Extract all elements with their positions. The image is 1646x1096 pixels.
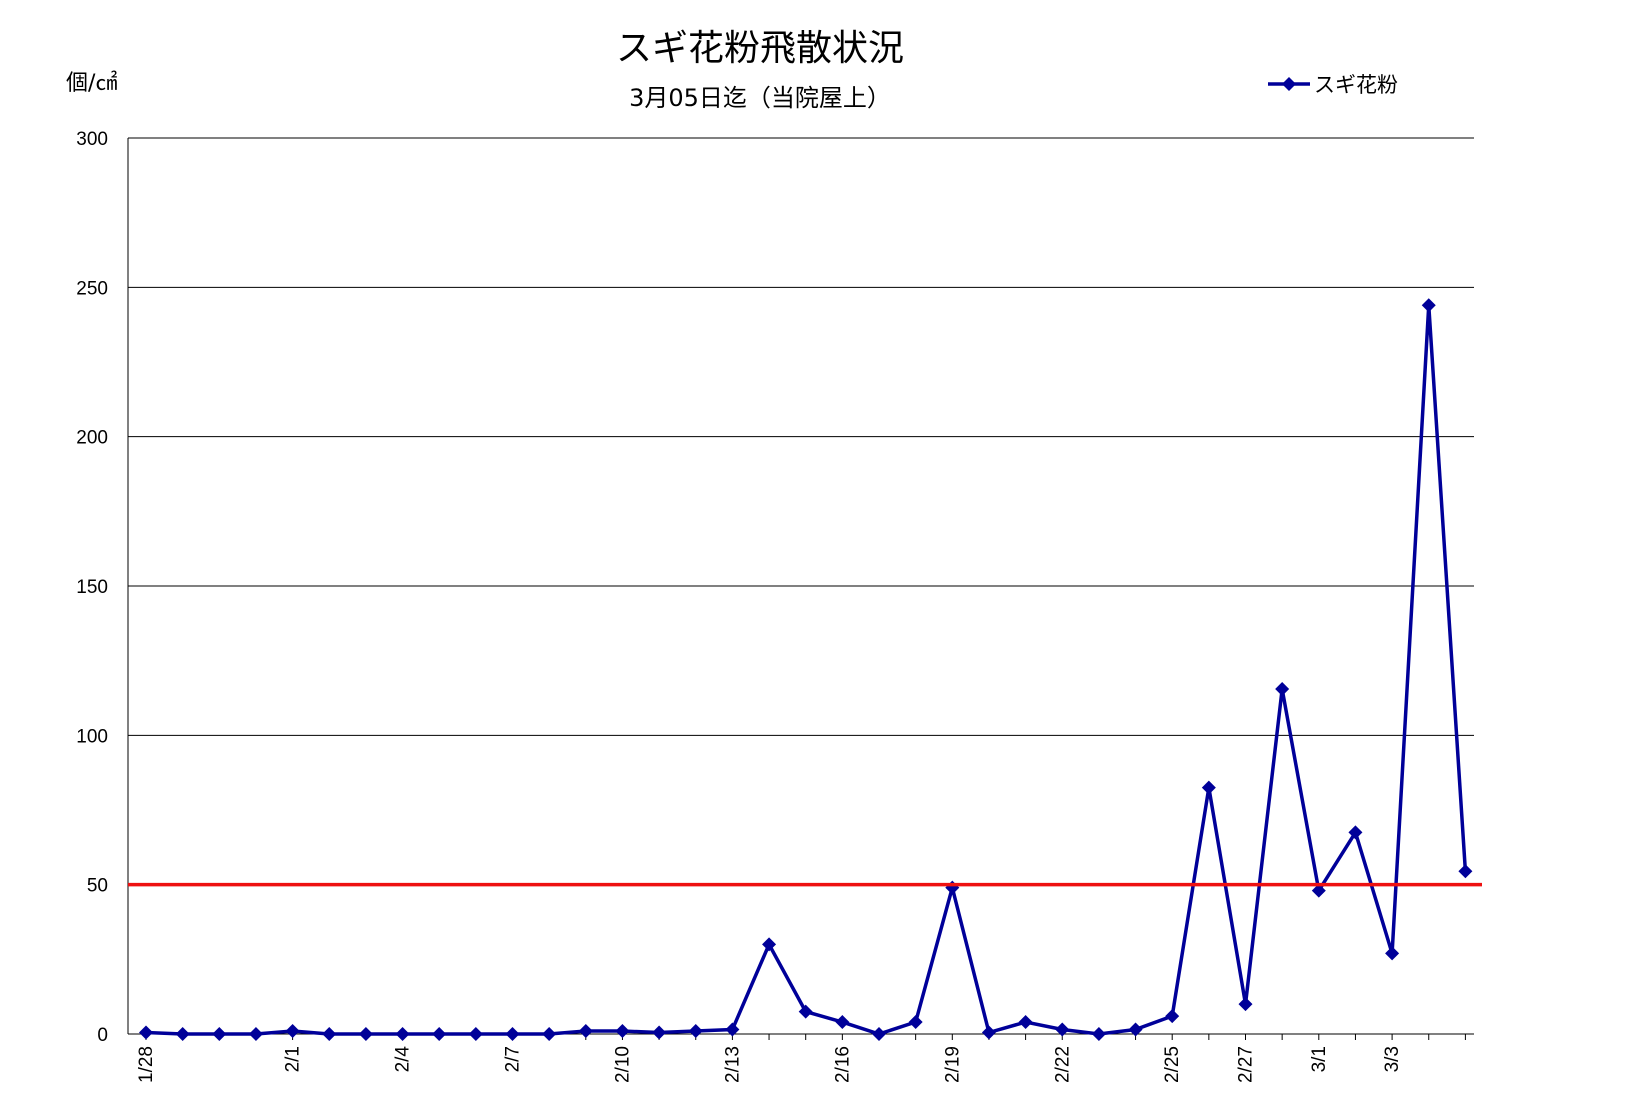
data-point <box>1055 1022 1070 1037</box>
data-point <box>358 1027 373 1041</box>
data-point <box>798 1004 813 1019</box>
data-point <box>248 1027 263 1041</box>
data-point <box>981 1025 996 1040</box>
data-point <box>578 1024 593 1039</box>
data-point <box>542 1027 557 1041</box>
y-tick-label: 50 <box>87 876 108 897</box>
data-point <box>505 1027 520 1041</box>
data-point <box>1421 298 1436 313</box>
data-point <box>139 1025 153 1040</box>
data-point <box>1091 1027 1106 1041</box>
series-line <box>145 305 1468 1036</box>
y-tick-label: 250 <box>76 278 108 299</box>
x-tick-label: 1/28 <box>136 1046 157 1083</box>
chart-subtitle: 3月05日迄（当院屋上） <box>629 84 891 112</box>
data-point <box>945 880 960 895</box>
data-point <box>212 1027 227 1041</box>
legend-label: スギ花粉 <box>1314 73 1398 97</box>
data-point <box>762 937 777 952</box>
data-point <box>688 1024 703 1039</box>
y-tick-label: 100 <box>76 726 108 747</box>
x-tick-label: 2/16 <box>832 1046 853 1083</box>
data-point <box>1311 883 1326 898</box>
x-tick-label: 2/4 <box>393 1046 414 1073</box>
data-point <box>395 1027 410 1041</box>
data-point <box>1128 1022 1143 1037</box>
data-point <box>1385 946 1400 961</box>
data-point <box>468 1027 483 1041</box>
data-point <box>175 1027 190 1041</box>
y-tick-label: 150 <box>76 577 108 598</box>
x-tick-label: 2/13 <box>722 1046 743 1083</box>
data-point <box>725 1022 740 1037</box>
x-tick-label: 2/1 <box>283 1046 304 1072</box>
legend: スギ花粉 <box>1268 73 1398 97</box>
x-tick-label: 2/25 <box>1162 1046 1183 1083</box>
data-point <box>1238 997 1253 1012</box>
data-point <box>872 1027 886 1041</box>
data-point <box>1165 1009 1180 1024</box>
x-tick-label: 2/27 <box>1236 1046 1257 1083</box>
y-axis-unit-label: 個/㎠ <box>66 70 117 96</box>
y-tick-label: 300 <box>76 129 108 150</box>
x-tick-label: 2/10 <box>612 1046 633 1083</box>
data-point <box>322 1027 337 1041</box>
series-layer <box>139 298 1473 1041</box>
data-point <box>432 1027 447 1041</box>
x-tick-label: 2/19 <box>942 1046 963 1083</box>
chart-title: スギ花粉飛散状況 <box>616 28 904 69</box>
data-point <box>1458 864 1473 879</box>
x-tick-label: 3/3 <box>1382 1046 1403 1072</box>
x-axis-ticks: 1/28 2/1 2/4 2/7 2/10 2/13 2/16 2/19 2/22 2/25 2/2… <box>136 1034 1466 1083</box>
data-point <box>908 1015 923 1030</box>
data-point <box>1018 1015 1033 1030</box>
x-tick-label: 2/22 <box>1052 1046 1073 1083</box>
data-point <box>835 1015 850 1030</box>
x-tick-label: 3/1 <box>1309 1046 1330 1072</box>
data-point <box>615 1024 630 1039</box>
x-tick-label: 2/7 <box>503 1046 524 1072</box>
data-point <box>1275 682 1290 697</box>
data-point <box>1348 825 1363 840</box>
legend-swatch-marker <box>1282 77 1296 91</box>
y-tick-label: 200 <box>76 428 108 449</box>
data-point <box>285 1024 300 1039</box>
data-point <box>652 1025 667 1040</box>
y-tick-label: 0 <box>97 1025 108 1046</box>
y-axis-ticks: 0 50 100 150 200 250 300 <box>76 129 108 1046</box>
data-point <box>1201 780 1216 795</box>
